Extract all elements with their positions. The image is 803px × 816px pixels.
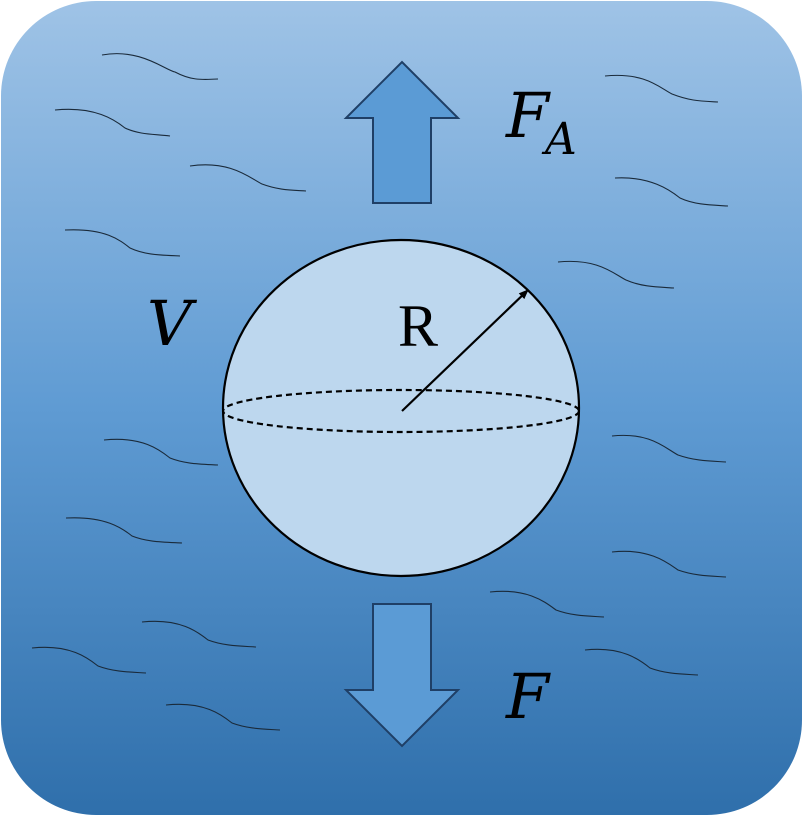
buoyant-force-symbol: F xyxy=(505,79,551,152)
wave-line xyxy=(557,260,675,289)
wave-line xyxy=(165,703,281,731)
wave-line xyxy=(189,164,307,192)
sphere-body xyxy=(221,238,581,578)
wave-line xyxy=(65,517,183,544)
wave-line xyxy=(141,620,257,648)
wave-line xyxy=(604,74,719,103)
force-arrow xyxy=(343,603,461,748)
buoyant-force-label: FA xyxy=(505,79,577,165)
wave-line xyxy=(489,590,605,618)
wave-line xyxy=(64,229,181,257)
wave-line xyxy=(103,438,219,466)
water-waves xyxy=(31,53,729,731)
wave-line xyxy=(611,434,727,463)
volume-label: V xyxy=(147,287,198,360)
force-label: F xyxy=(505,660,551,733)
sphere xyxy=(221,238,581,578)
buoyant-force-arrow xyxy=(343,60,461,204)
radius-label: R xyxy=(398,293,438,359)
wave-line xyxy=(54,108,171,137)
wave-line xyxy=(611,550,727,578)
wave-line xyxy=(614,177,729,207)
radius-arrow xyxy=(401,289,529,412)
wave-line xyxy=(101,53,219,81)
wave-line xyxy=(31,646,147,674)
sphere-equator xyxy=(221,388,581,434)
wave-line xyxy=(584,648,699,676)
buoyant-force-subscript: A xyxy=(541,114,577,165)
